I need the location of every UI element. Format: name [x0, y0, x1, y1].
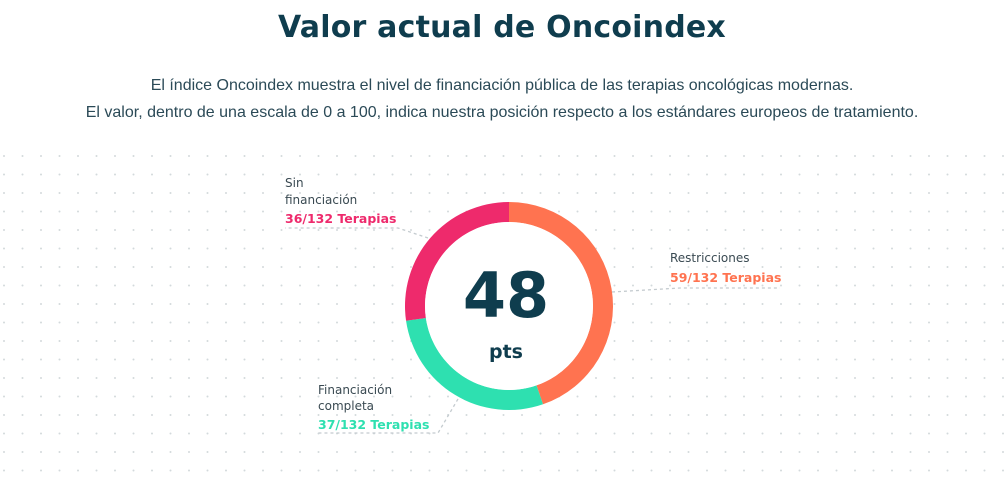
- page-title: Valor actual de Oncoindex: [278, 10, 726, 45]
- donut-slice-1: [509, 202, 613, 405]
- oncoindex-donut-chart: 48 pts Restricciones 59/132 Terapias Finan…: [0, 150, 1004, 487]
- center-value: 48: [463, 259, 549, 332]
- slice-value-2: 37/132 Terapias: [318, 417, 429, 432]
- slice-connector-1: [611, 287, 780, 293]
- slice-label-3-line-1: Sin: [285, 176, 304, 190]
- description-line-2: El valor, dentro de una escala de 0 a 10…: [85, 104, 919, 121]
- slice-value-3: 36/132 Terapias: [285, 211, 396, 226]
- center-unit: pts: [489, 341, 523, 363]
- slice-value-1: 59/132 Terapias: [670, 270, 781, 285]
- slice-connector-3: [285, 227, 429, 239]
- description-line-1: El índice Oncoindex muestra el nivel de …: [150, 77, 854, 94]
- donut-slice-2: [406, 317, 544, 410]
- slice-connector-2: [318, 398, 459, 434]
- donut-slice-3: [404, 202, 509, 321]
- slice-label-3-line-2: financiación: [285, 193, 357, 207]
- donut-hole: [425, 222, 593, 390]
- slice-label-2-line-1: Financiación: [318, 383, 392, 397]
- slice-label-2-line-2: completa: [318, 399, 374, 413]
- slice-label-1-line-1: Restricciones: [670, 251, 750, 265]
